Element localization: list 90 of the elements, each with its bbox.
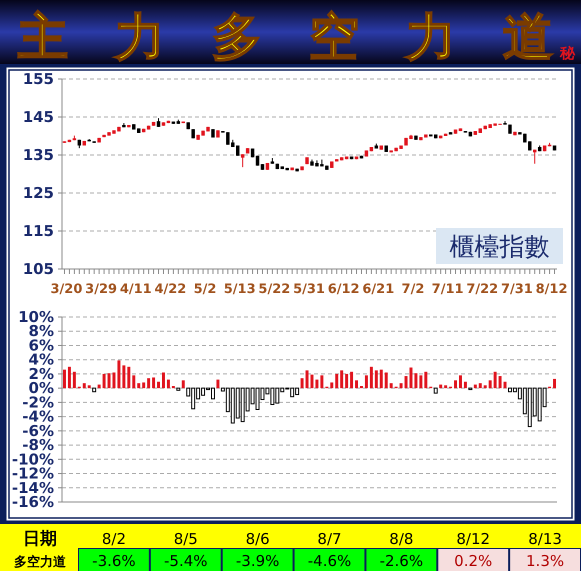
bar xyxy=(117,360,120,388)
x-tick-label: 7/11 xyxy=(432,282,464,297)
bar xyxy=(108,373,111,388)
category-label: 8/5 xyxy=(174,530,198,548)
chart-subtitle: 秘 xyxy=(559,44,576,62)
y-tick-label: 105 xyxy=(22,260,54,278)
bar xyxy=(142,382,146,388)
bar xyxy=(68,366,71,388)
bar xyxy=(182,380,185,388)
bar xyxy=(494,372,497,388)
category-label: 8/2 xyxy=(102,530,126,548)
y-tick-label: 145 xyxy=(22,108,54,126)
bar xyxy=(355,380,358,388)
bar xyxy=(345,374,348,388)
bar xyxy=(162,372,165,388)
annotation: 櫃檯指數 xyxy=(450,232,550,261)
bar xyxy=(504,382,507,388)
data-label: 1.3% xyxy=(526,552,564,570)
bar xyxy=(404,376,408,388)
bar xyxy=(122,365,126,388)
x-tick-label: 8/12 xyxy=(536,282,568,297)
x-tick-label: 7/31 xyxy=(500,282,533,297)
bar xyxy=(458,375,462,388)
bar xyxy=(390,383,393,388)
y-tick-label: 135 xyxy=(22,146,54,164)
x-tick-label: 7/22 xyxy=(466,282,498,297)
bar xyxy=(315,380,318,388)
x-tick-label: 5/22 xyxy=(258,282,290,297)
x-tick-label: 6/12 xyxy=(328,282,360,297)
bar xyxy=(176,388,180,391)
x-tick-label: 3/20 xyxy=(50,282,82,297)
bar xyxy=(62,370,66,388)
bar xyxy=(374,370,378,388)
x-tick-label: 5/31 xyxy=(293,282,325,297)
bar xyxy=(166,380,170,388)
bar xyxy=(216,380,220,388)
x-tick-label: 4/22 xyxy=(154,282,186,297)
category-label: 8/7 xyxy=(317,530,342,548)
bar xyxy=(424,372,428,388)
series-label: 多空力道 xyxy=(14,554,67,570)
bar xyxy=(370,366,373,388)
bar xyxy=(498,376,502,388)
bar xyxy=(464,382,467,388)
category-label: 8/8 xyxy=(389,530,414,548)
bar xyxy=(400,383,403,388)
bar xyxy=(414,373,418,388)
x-tick-label: 4/11 xyxy=(120,282,152,297)
text: 日期 xyxy=(23,529,57,549)
data-label: -2.6% xyxy=(380,552,424,570)
x-tick-label: 5/2 xyxy=(194,282,216,297)
bar xyxy=(350,372,354,388)
x-tick-label: 3/29 xyxy=(85,282,118,297)
data-label: 0.2% xyxy=(454,552,492,570)
bar xyxy=(310,374,314,388)
bar xyxy=(553,378,556,388)
x-tick-label: 5/13 xyxy=(224,282,256,297)
bar xyxy=(127,366,130,388)
category-label: 8/13 xyxy=(528,530,562,548)
bar xyxy=(454,380,458,388)
x-tick-label: 6/21 xyxy=(362,282,394,297)
bar xyxy=(340,370,344,388)
category-label: 8/6 xyxy=(246,530,270,548)
bar xyxy=(112,372,116,388)
bar xyxy=(157,382,160,388)
data-label: -3.9% xyxy=(236,552,280,570)
bar xyxy=(147,378,150,388)
bar xyxy=(152,377,156,388)
bar xyxy=(488,380,492,388)
bar xyxy=(364,375,368,388)
bar xyxy=(409,368,412,388)
data-label: -3.6% xyxy=(92,552,136,570)
data-label: -5.4% xyxy=(164,552,208,570)
x-tick-label: 7/2 xyxy=(402,282,424,297)
y-tick-label: 155 xyxy=(22,70,54,88)
y-tick-label: 125 xyxy=(22,184,54,202)
bar xyxy=(72,372,76,388)
bar xyxy=(419,375,422,388)
y-tick-label: 115 xyxy=(22,222,54,240)
bar xyxy=(102,374,106,388)
bar xyxy=(92,388,96,392)
category-label: 8/12 xyxy=(456,530,490,548)
bar xyxy=(434,388,438,394)
data-label: -4.6% xyxy=(308,552,352,570)
bar xyxy=(98,384,101,388)
bar xyxy=(306,370,309,388)
bar xyxy=(474,384,477,388)
chart-title: 主力多空力道 xyxy=(17,8,553,66)
bar xyxy=(320,375,324,388)
bar xyxy=(300,378,304,388)
bar xyxy=(439,384,442,388)
